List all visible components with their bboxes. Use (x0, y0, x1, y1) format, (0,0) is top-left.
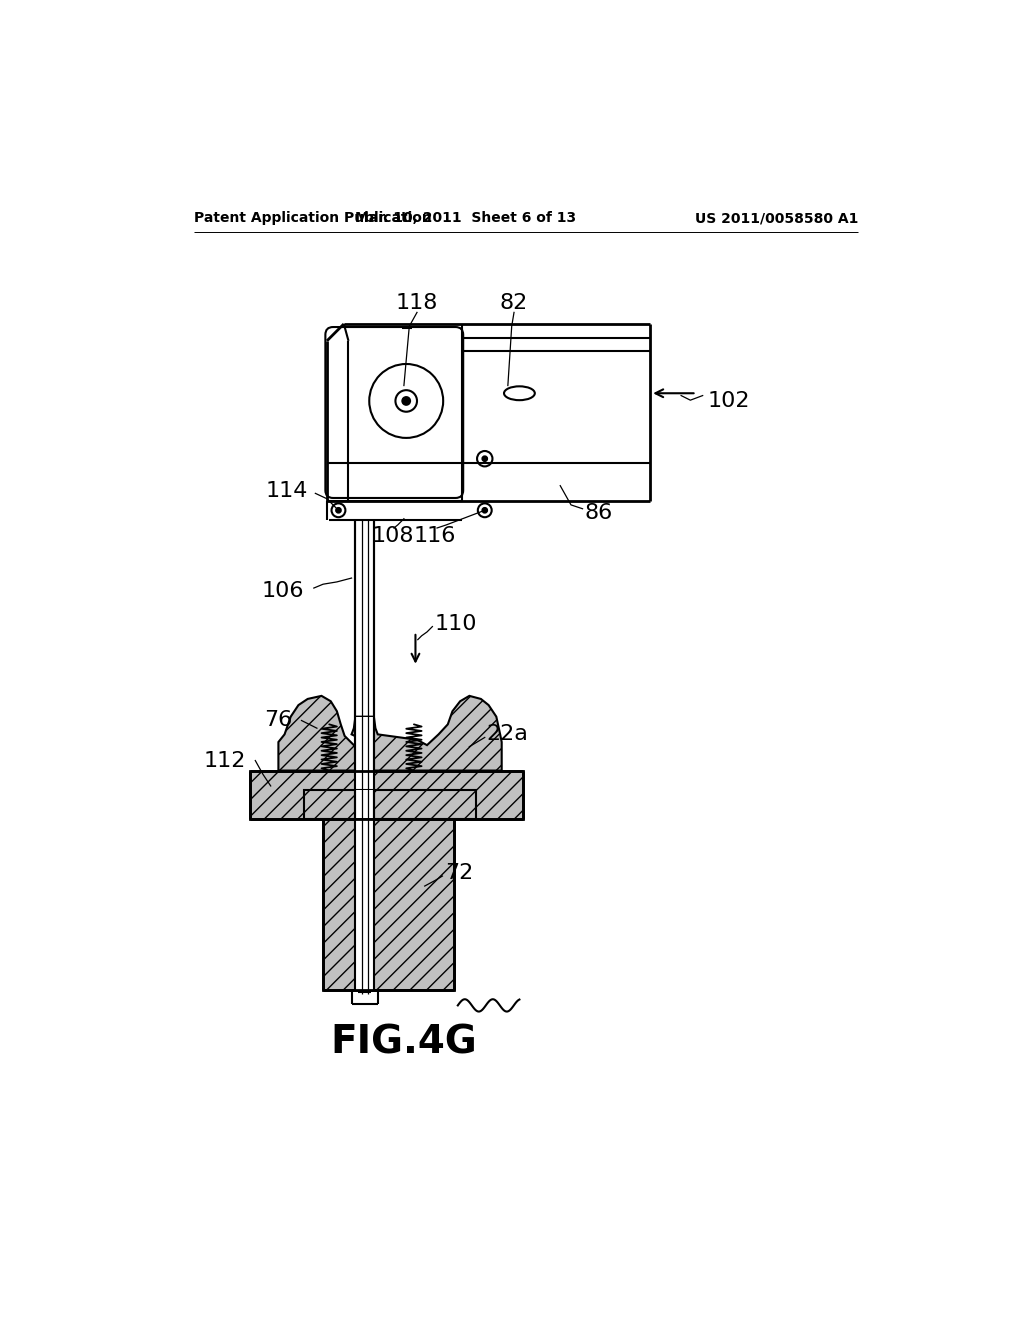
Text: Patent Application Publication: Patent Application Publication (194, 211, 431, 226)
Polygon shape (279, 696, 502, 771)
Circle shape (477, 451, 493, 466)
Text: 22a: 22a (486, 725, 528, 744)
Circle shape (478, 503, 492, 517)
Text: 118: 118 (396, 293, 438, 313)
Text: 82: 82 (500, 293, 528, 313)
Circle shape (370, 364, 443, 438)
FancyBboxPatch shape (326, 327, 463, 498)
Bar (355, 771, 374, 818)
Bar (304, 789, 475, 818)
Text: 72: 72 (444, 863, 473, 883)
Bar (323, 818, 454, 990)
Text: 108: 108 (371, 525, 414, 545)
Text: FIG.4G: FIG.4G (331, 1023, 477, 1061)
Ellipse shape (504, 387, 535, 400)
Circle shape (402, 397, 410, 405)
Text: 112: 112 (204, 751, 246, 771)
Circle shape (395, 391, 417, 412)
Text: Mar. 10, 2011  Sheet 6 of 13: Mar. 10, 2011 Sheet 6 of 13 (355, 211, 577, 226)
Text: 114: 114 (265, 480, 307, 502)
Text: 102: 102 (708, 391, 751, 411)
Text: US 2011/0058580 A1: US 2011/0058580 A1 (695, 211, 858, 226)
Bar (355, 717, 374, 771)
Bar (355, 520, 374, 717)
Circle shape (482, 457, 487, 461)
Circle shape (332, 503, 345, 517)
Text: 116: 116 (414, 525, 456, 545)
Circle shape (336, 508, 341, 512)
Text: 106: 106 (261, 581, 304, 601)
Text: 86: 86 (585, 503, 613, 523)
Bar (355, 789, 374, 818)
Text: 76: 76 (264, 710, 292, 730)
Text: 110: 110 (435, 614, 477, 634)
Circle shape (482, 508, 487, 512)
Bar (355, 818, 374, 990)
Bar (355, 717, 374, 771)
Bar (250, 771, 523, 818)
